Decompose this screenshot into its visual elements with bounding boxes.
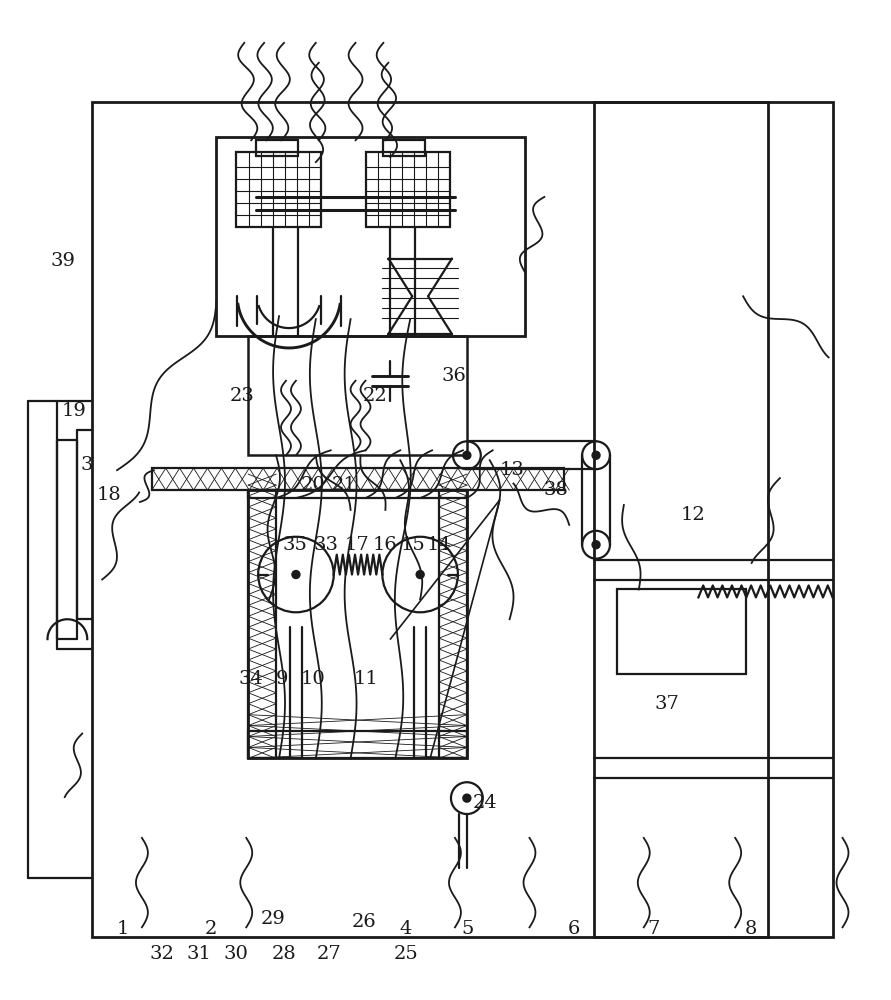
Text: 13: 13 [500, 461, 524, 479]
Text: 16: 16 [373, 536, 397, 554]
Text: 28: 28 [272, 945, 297, 963]
Text: 11: 11 [354, 670, 378, 688]
Bar [92, 102, 768, 937]
Bar [217, 137, 525, 336]
Text: 17: 17 [345, 536, 370, 554]
Text: 14: 14 [427, 536, 452, 554]
Text: 5: 5 [462, 920, 474, 938]
Text: 22: 22 [363, 387, 387, 405]
Text: 4: 4 [399, 920, 412, 938]
Text: 8: 8 [745, 920, 757, 938]
Bar [249, 490, 467, 498]
Text: 20: 20 [300, 476, 325, 494]
Text: 29: 29 [260, 910, 285, 928]
Text: 36: 36 [442, 367, 467, 385]
Text: 26: 26 [352, 913, 376, 931]
Text: 39: 39 [51, 252, 76, 270]
Text: 1: 1 [116, 920, 128, 938]
Text: 33: 33 [314, 536, 339, 554]
Bar [249, 336, 467, 455]
Bar [383, 140, 425, 156]
Text: 18: 18 [96, 486, 121, 504]
Bar [236, 152, 321, 227]
Text: 2: 2 [205, 920, 217, 938]
Text: 31: 31 [187, 945, 212, 963]
Text: 25: 25 [393, 945, 418, 963]
Bar [249, 490, 467, 758]
Text: 6: 6 [568, 920, 580, 938]
Bar [249, 490, 276, 758]
Text: 38: 38 [544, 481, 568, 499]
Text: 32: 32 [150, 945, 175, 963]
Circle shape [292, 571, 300, 579]
Bar [617, 589, 746, 674]
Text: 34: 34 [238, 670, 263, 688]
Text: 7: 7 [648, 920, 659, 938]
Circle shape [416, 571, 424, 579]
Text: 24: 24 [473, 794, 498, 812]
Text: 23: 23 [229, 387, 254, 405]
Text: 37: 37 [654, 695, 679, 713]
Bar [439, 490, 467, 758]
Bar [257, 140, 298, 156]
Text: 19: 19 [61, 402, 86, 420]
Text: 12: 12 [681, 506, 706, 524]
Circle shape [593, 541, 600, 549]
Text: 9: 9 [275, 670, 288, 688]
Text: 21: 21 [331, 476, 356, 494]
Circle shape [593, 451, 600, 459]
Text: 30: 30 [224, 945, 248, 963]
Text: 10: 10 [300, 670, 325, 688]
Text: 27: 27 [316, 945, 341, 963]
Text: 15: 15 [400, 536, 425, 554]
Bar [594, 102, 832, 937]
Bar [249, 731, 467, 758]
Text: 3: 3 [81, 456, 94, 474]
Bar [151, 468, 564, 490]
Circle shape [463, 451, 470, 459]
Bar [365, 152, 450, 227]
Circle shape [463, 794, 470, 802]
Text: 35: 35 [282, 536, 307, 554]
